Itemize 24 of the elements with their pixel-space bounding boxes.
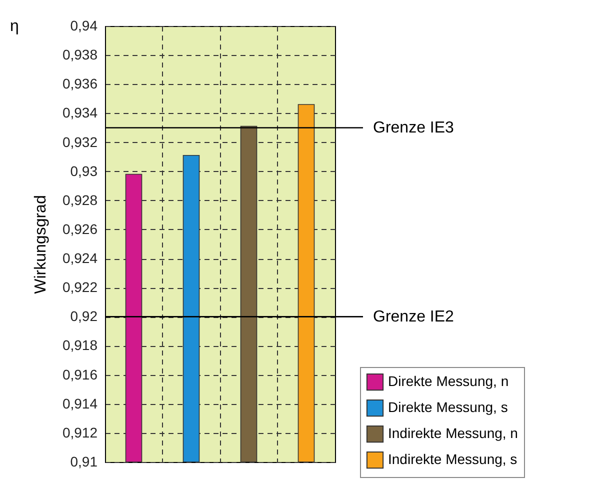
y-tick-label: 0,914: [62, 395, 98, 412]
y-tick-label: 0,94: [70, 18, 98, 34]
ref-line-label: Grenze IE2: [373, 308, 454, 326]
y-tick-label: 0,926: [62, 220, 98, 237]
legend-label: Direkte Messung, s: [388, 399, 508, 415]
y-tick-label: 0,922: [62, 279, 98, 296]
y-tick-label: 0,92: [70, 308, 98, 324]
y-tick-label: 0,918: [62, 337, 98, 354]
y-tick-label: 0,932: [62, 134, 98, 150]
text: η: [10, 18, 19, 35]
ref-line-label: Grenze IE3: [373, 120, 454, 137]
y-tick-label: 0,928: [62, 192, 98, 208]
y-tick-label: 0,93: [70, 162, 98, 179]
y-axis-title: Wirkungsgrad: [32, 195, 50, 294]
legend-label: Direkte Messung, n: [388, 373, 509, 389]
legend-label: Indirekte Messung, s: [388, 451, 518, 467]
y-tick-label: 0,924: [62, 250, 98, 266]
y-tick-label: 0,912: [62, 424, 98, 440]
y-tick-label: 0,936: [62, 76, 98, 92]
legend-label: Indirekte Messung, n: [388, 425, 518, 441]
y-tick-label: 0,916: [62, 366, 98, 382]
y-tick-label: 0,938: [62, 46, 98, 63]
y-tick-label: 0,934: [62, 104, 98, 121]
y-tick-label: 0,91: [70, 454, 98, 470]
